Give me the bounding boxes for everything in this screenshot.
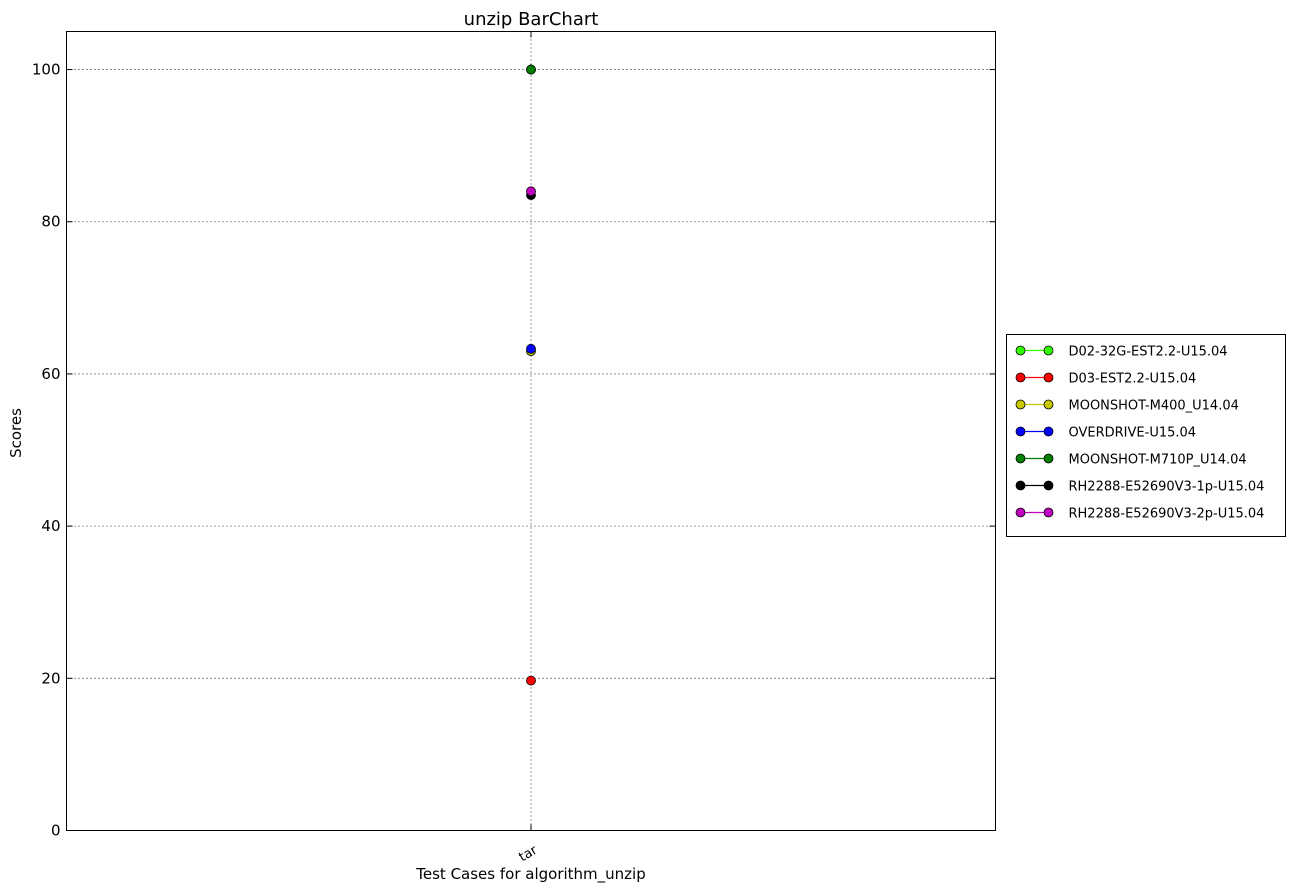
y-tick-label: 40 [41, 517, 60, 535]
legend-label: D03-EST2.2-U15.04 [1069, 372, 1197, 387]
legend-marker [1015, 453, 1026, 464]
legend-marker [1043, 453, 1054, 464]
legend-marker [1043, 399, 1054, 410]
legend-marker [1015, 507, 1026, 518]
legend-label: OVERDRIVE-U15.04 [1069, 426, 1197, 441]
legend-label: RH2288-E52690V3-2p-U15.04 [1069, 507, 1265, 522]
data-point [526, 64, 536, 75]
data-point [526, 675, 536, 686]
y-axis-label: Scores [7, 408, 25, 458]
legend-box [1006, 334, 1286, 537]
data-point [526, 343, 536, 354]
legend-label: MOONSHOT-M400_U14.04 [1069, 399, 1239, 414]
legend-marker [1043, 372, 1054, 383]
legend-marker [1015, 372, 1026, 383]
chart-title: unzip BarChart [464, 9, 599, 30]
legend-label: MOONSHOT-M710P_U14.04 [1069, 453, 1247, 468]
legend-label: RH2288-E52690V3-1p-U15.04 [1069, 480, 1265, 495]
legend-marker [1043, 426, 1054, 437]
legend-marker [1043, 480, 1054, 491]
legend-marker [1015, 480, 1026, 491]
y-tick-label: 60 [41, 365, 60, 383]
data-point [526, 186, 536, 197]
plot-area-frame [66, 31, 996, 831]
legend-label: D02-32G-EST2.2-U15.04 [1069, 345, 1228, 360]
legend-marker [1015, 399, 1026, 410]
legend-marker [1015, 345, 1026, 356]
y-tick-label: 100 [32, 61, 61, 79]
legend-marker [1015, 426, 1026, 437]
y-tick-label: 0 [51, 822, 61, 840]
x-axis-label: Test Cases for algorithm_unzip [415, 865, 645, 884]
legend-marker [1043, 507, 1054, 518]
legend-marker [1043, 345, 1054, 356]
y-tick-label: 80 [41, 213, 60, 231]
data-points [526, 64, 536, 686]
y-tick-label: 20 [41, 669, 60, 687]
legend: D02-32G-EST2.2-U15.04 D03-EST2.2-U15.04 MO… [1006, 334, 1286, 537]
